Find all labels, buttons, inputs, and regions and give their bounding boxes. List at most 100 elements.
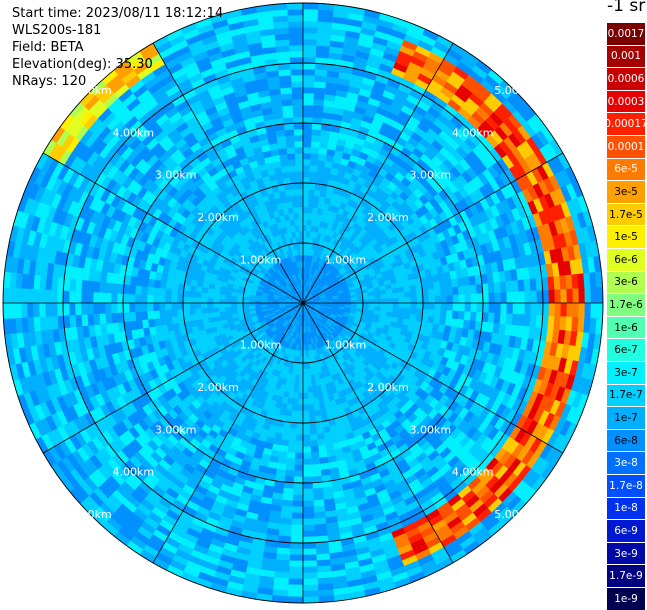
ppi-cell	[21, 303, 27, 318]
ppi-cell	[291, 531, 303, 537]
ppi-cell	[303, 81, 315, 87]
ppi-cell	[429, 296, 435, 303]
ppi-cell	[129, 312, 136, 321]
ppi-cell	[45, 316, 52, 330]
ppi-cell	[303, 3, 319, 9]
ppi-cell	[296, 441, 304, 447]
ppi-cell	[381, 307, 387, 312]
ppi-cell	[201, 292, 207, 298]
ppi-cell	[292, 399, 298, 405]
ppi-cell	[435, 296, 441, 303]
ppi-cell	[297, 411, 303, 417]
ppi-cell	[153, 311, 160, 319]
ppi-cell	[303, 585, 318, 591]
ppi-cell	[519, 291, 525, 303]
ppi-cell	[303, 135, 312, 141]
ppi-cell	[299, 375, 303, 381]
ppi-cell	[208, 312, 215, 318]
ppi-cell	[506, 314, 513, 325]
ppi-cell	[309, 410, 315, 416]
ppi-cell	[303, 99, 314, 105]
ppi-cell	[286, 458, 295, 465]
ppi-cell	[207, 298, 213, 303]
ppi-cell	[303, 537, 316, 543]
ppi-cell	[153, 287, 160, 295]
ppi-cell	[27, 303, 33, 317]
ppi-cell	[310, 440, 318, 447]
ppi-cell	[165, 303, 171, 310]
ppi-cell	[299, 381, 303, 387]
ppi-cell	[129, 285, 136, 294]
ppi-cell	[306, 357, 310, 363]
ppi-cell	[422, 290, 429, 297]
ppi-cell	[465, 294, 471, 303]
ppi-cell	[166, 317, 173, 325]
ppi-cell	[231, 299, 237, 303]
ppi-cell	[177, 296, 183, 303]
ppi-cell	[560, 275, 567, 289]
ppi-cell	[560, 317, 567, 331]
ppi-cell	[282, 494, 293, 501]
ppi-cell	[399, 298, 405, 303]
ppi-cell	[308, 399, 314, 405]
ppi-cell	[303, 153, 311, 159]
ppi-cell	[288, 591, 303, 597]
ppi-cell	[87, 303, 93, 314]
ppi-cell	[392, 288, 399, 294]
ppi-cell	[190, 314, 197, 321]
ppi-cell	[303, 507, 314, 513]
ppi-cell	[315, 75, 327, 82]
ppi-cell	[189, 297, 195, 303]
ppi-cell	[298, 393, 303, 399]
ppi-cell	[177, 290, 184, 297]
ppi-cell	[81, 314, 88, 326]
ppi-cell	[243, 306, 249, 310]
ppi-cell	[195, 297, 201, 303]
ppi-cell	[3, 303, 9, 319]
ppi-cell	[291, 416, 298, 422]
ppi-cell	[447, 303, 453, 311]
ppi-cell	[477, 303, 483, 312]
ppi-cell	[303, 39, 317, 45]
ppi-cell	[297, 417, 303, 423]
ppi-cell	[69, 303, 75, 315]
ppi-cell	[518, 314, 525, 326]
ppi-cell	[300, 357, 303, 363]
ppi-cell	[303, 15, 318, 21]
ppi-cell	[81, 291, 87, 303]
ppi-cell	[303, 351, 306, 357]
ppi-cell	[316, 427, 323, 434]
ppi-cell	[303, 579, 318, 585]
ppi-cell	[75, 303, 81, 315]
ppi-cell	[51, 290, 57, 303]
ppi-cell	[369, 299, 375, 303]
ppi-cell	[311, 380, 316, 387]
ppi-cell	[283, 488, 293, 495]
ppi-cell	[314, 190, 321, 197]
ppi-cell	[307, 387, 312, 393]
ppi-cell	[135, 285, 142, 294]
ppi-cell	[310, 171, 317, 178]
ppi-cell	[303, 597, 319, 603]
ppi-cell	[189, 303, 195, 309]
ppi-cell	[316, 172, 323, 179]
ppi-cell	[524, 279, 531, 291]
ppi-cell	[195, 303, 201, 309]
ppi-cell	[387, 307, 393, 312]
ppi-cell	[303, 501, 314, 507]
ppi-cell	[488, 283, 495, 293]
ppi-cell	[310, 428, 317, 435]
ppi-cell	[231, 307, 237, 311]
ppi-cell	[512, 314, 519, 326]
ppi-cell	[303, 393, 308, 399]
ppi-cell	[441, 296, 447, 304]
ppi-cell	[249, 303, 255, 306]
ppi-cell	[513, 292, 519, 303]
ppi-cell	[422, 309, 429, 316]
ppi-cell	[237, 306, 243, 310]
ppi-cell	[465, 303, 471, 312]
ppi-cell	[310, 434, 318, 441]
ppi-cell	[213, 294, 219, 299]
ppi-cell	[295, 459, 304, 465]
ppi-cell	[3, 287, 9, 303]
